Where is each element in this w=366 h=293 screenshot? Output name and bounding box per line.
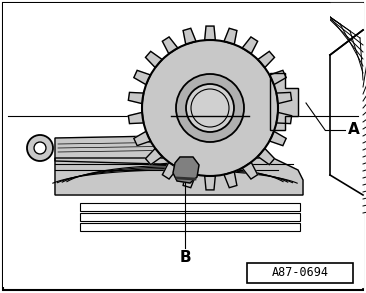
Text: A87-0694: A87-0694: [272, 267, 329, 280]
Polygon shape: [183, 28, 196, 45]
Polygon shape: [183, 171, 196, 188]
Polygon shape: [80, 213, 300, 221]
Polygon shape: [242, 162, 258, 179]
Polygon shape: [258, 51, 274, 68]
Circle shape: [186, 84, 234, 132]
Polygon shape: [134, 131, 150, 146]
Polygon shape: [258, 148, 274, 165]
Polygon shape: [146, 148, 162, 165]
Circle shape: [176, 74, 244, 142]
Polygon shape: [224, 171, 237, 188]
Polygon shape: [276, 113, 292, 124]
Polygon shape: [269, 70, 286, 85]
Polygon shape: [128, 92, 144, 104]
Polygon shape: [163, 37, 178, 54]
Polygon shape: [276, 92, 292, 104]
Circle shape: [142, 40, 278, 176]
FancyBboxPatch shape: [247, 263, 353, 283]
Polygon shape: [205, 176, 215, 190]
Polygon shape: [80, 223, 300, 231]
Circle shape: [27, 135, 53, 161]
Polygon shape: [55, 158, 303, 195]
Bar: [3, 3, 330, 287]
Polygon shape: [80, 203, 300, 211]
Polygon shape: [134, 70, 150, 85]
Polygon shape: [330, 3, 363, 287]
Text: A: A: [348, 122, 360, 137]
Polygon shape: [242, 37, 258, 54]
Polygon shape: [55, 136, 215, 164]
Polygon shape: [146, 51, 162, 68]
Polygon shape: [163, 162, 178, 179]
Polygon shape: [205, 26, 215, 40]
Polygon shape: [173, 157, 199, 183]
Polygon shape: [128, 113, 144, 124]
Circle shape: [34, 142, 46, 154]
Polygon shape: [270, 73, 298, 130]
Polygon shape: [224, 28, 237, 45]
Text: B: B: [179, 251, 191, 265]
Polygon shape: [269, 131, 286, 146]
